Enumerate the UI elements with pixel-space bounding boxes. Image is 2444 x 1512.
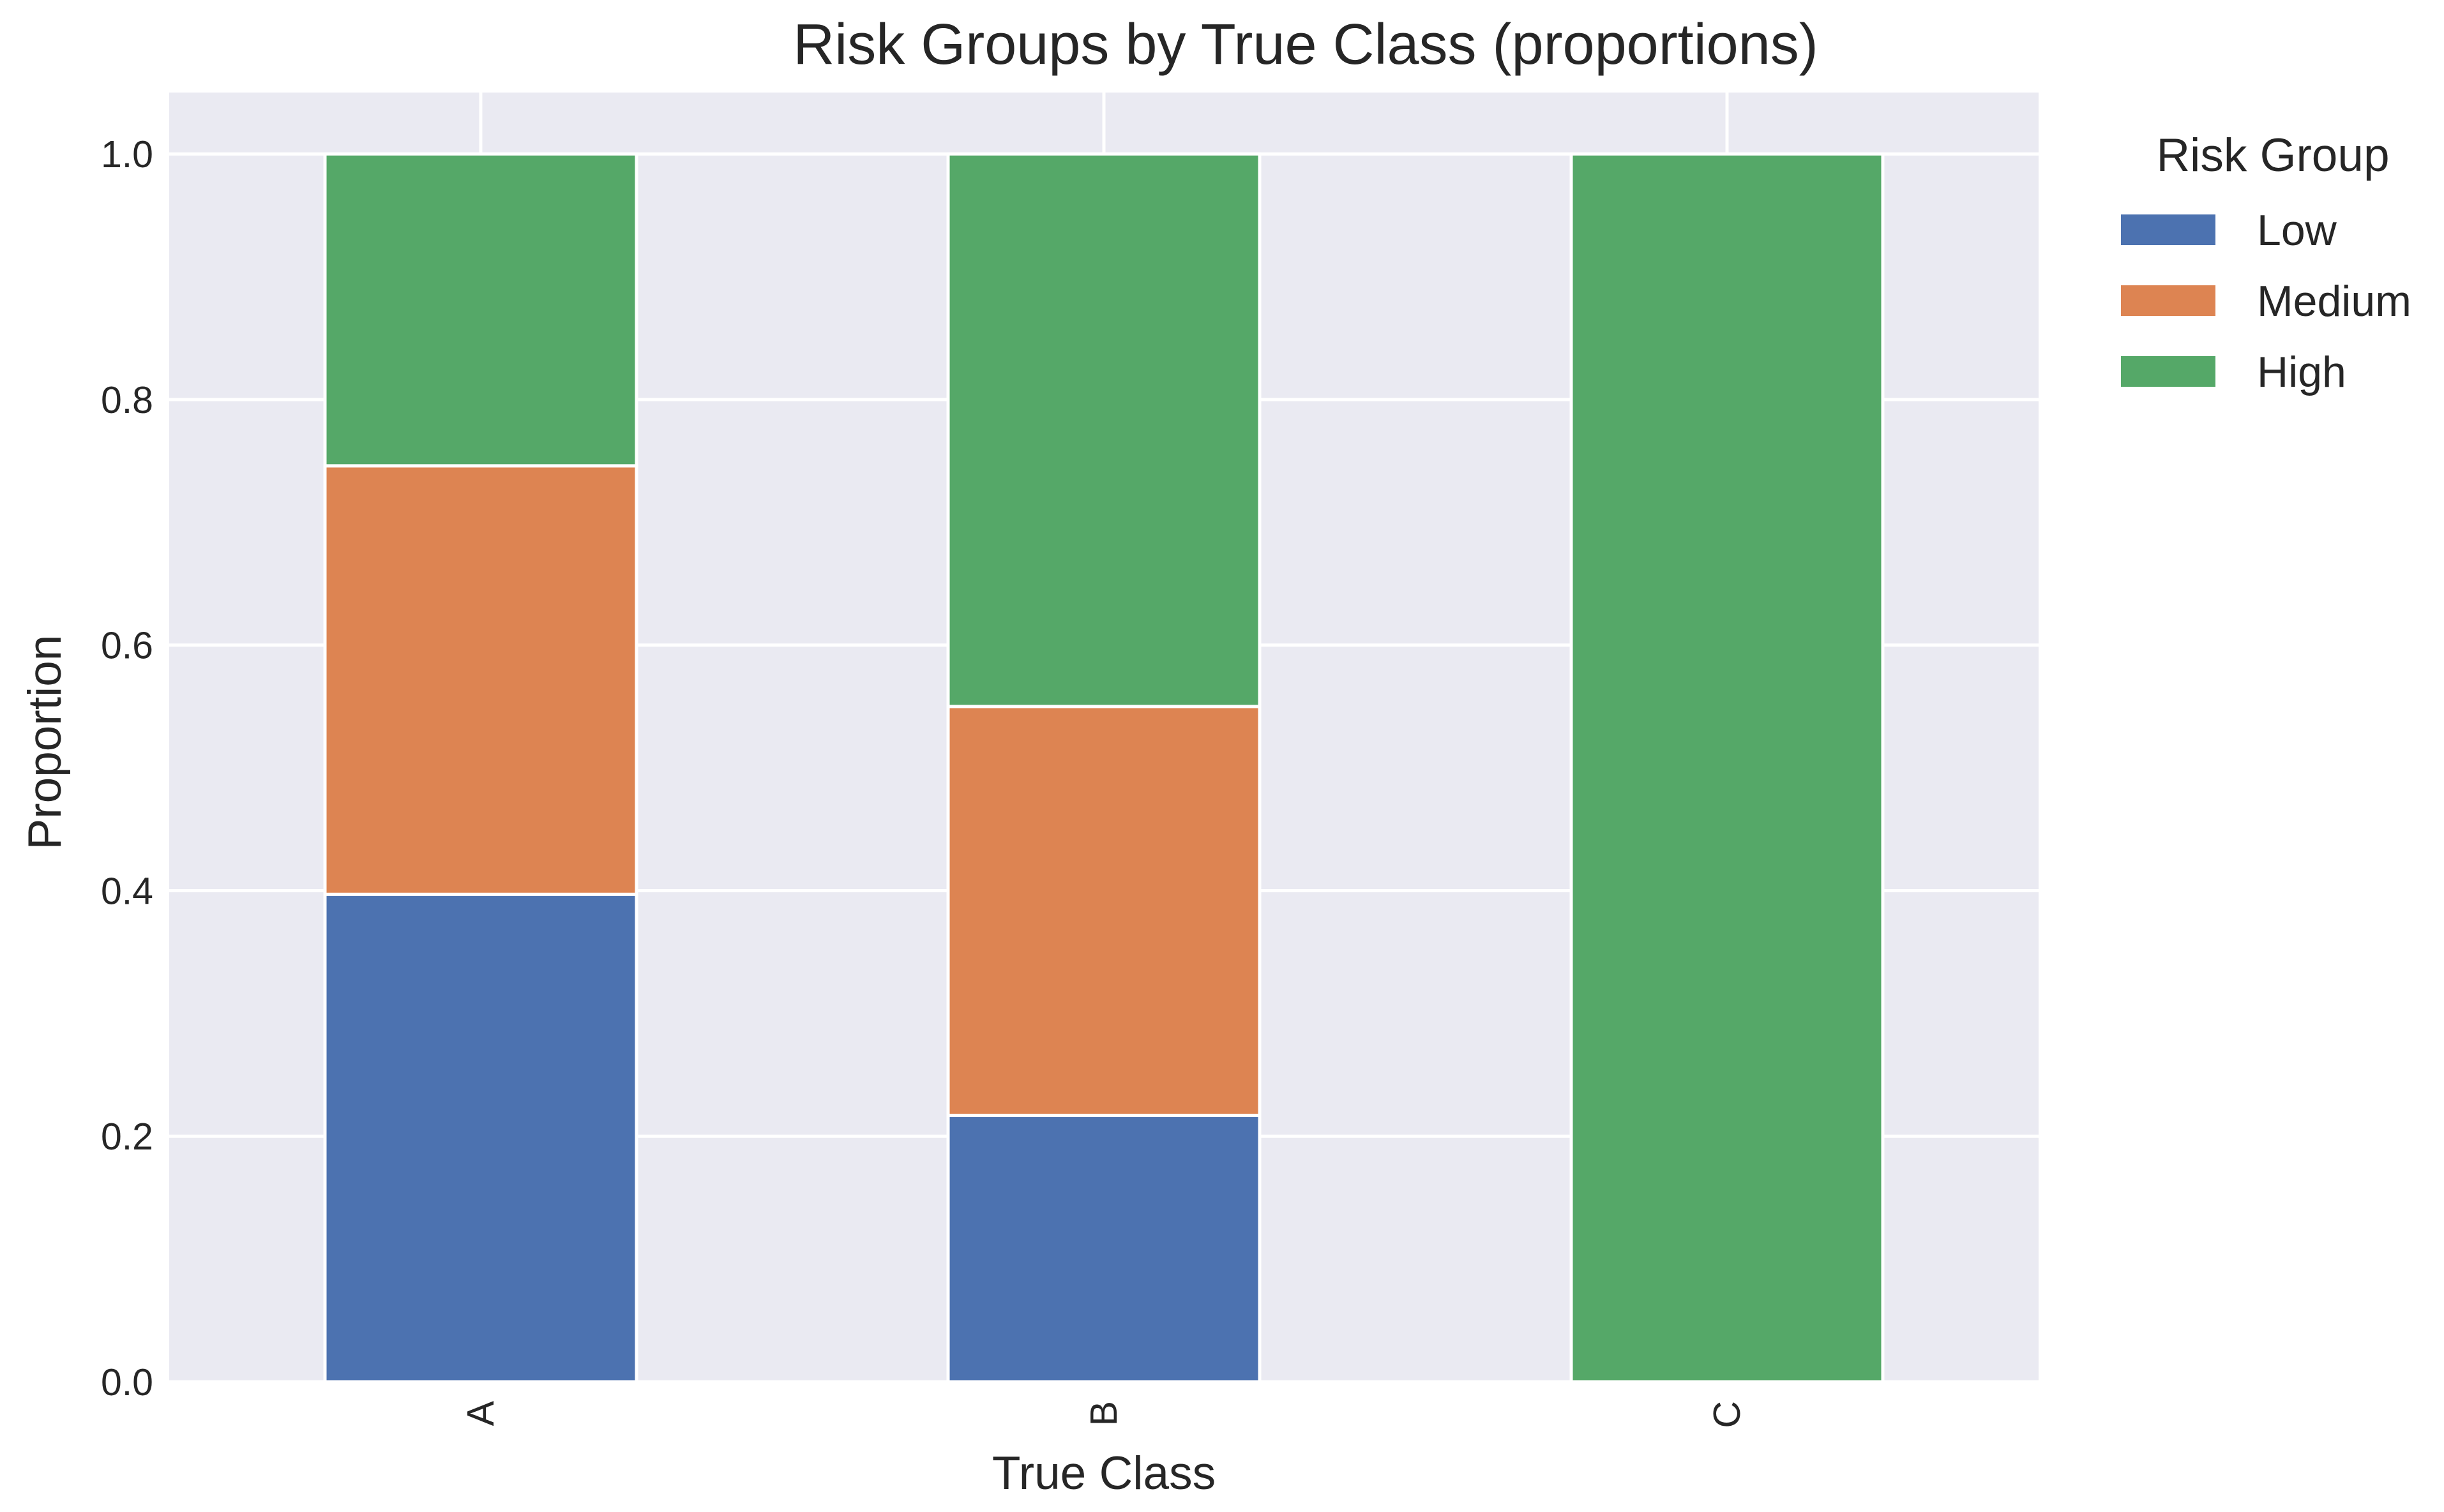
x-tick-label: A: [460, 1400, 502, 1426]
bar-b-medium: [946, 705, 1262, 1118]
y-tick-label: 0.6: [101, 625, 153, 667]
y-axis-title: Proportion: [19, 635, 71, 850]
bar-c-high: [1569, 152, 1885, 1384]
y-tick-label: 0.0: [101, 1361, 153, 1403]
legend: Risk Group Low Medium High: [2121, 130, 2411, 396]
bar-b-low: [946, 1114, 1262, 1384]
x-axis-title: True Class: [992, 1448, 1216, 1499]
bar-a-medium: [323, 464, 638, 896]
chart-title: Risk Groups by True Class (proportions): [793, 13, 1818, 77]
x-tick-label: C: [1706, 1401, 1748, 1428]
bars: [323, 152, 1885, 1384]
y-tick-label: 0.8: [101, 379, 153, 421]
legend-label-high: High: [2257, 348, 2346, 396]
x-tick-labels: A B C: [460, 1400, 1748, 1428]
x-tick-label: B: [1083, 1401, 1125, 1426]
legend-label-low: Low: [2257, 206, 2337, 255]
legend-items: Low Medium High: [2121, 206, 2411, 396]
bar-a-high: [323, 152, 638, 468]
legend-swatch-low: [2121, 214, 2215, 245]
legend-label-medium: Medium: [2257, 277, 2411, 326]
y-tick-label: 0.2: [101, 1116, 153, 1158]
legend-title: Risk Group: [2156, 130, 2389, 181]
legend-swatch-high: [2121, 356, 2215, 387]
y-tick-label: 0.4: [101, 870, 153, 912]
bar-b-high: [946, 152, 1262, 708]
legend-swatch-medium: [2121, 285, 2215, 316]
y-tick-label: 1.0: [101, 133, 153, 176]
y-tick-labels: 0.0 0.2 0.4 0.6 0.8 1.0: [101, 133, 153, 1403]
bar-a-low: [323, 892, 638, 1384]
